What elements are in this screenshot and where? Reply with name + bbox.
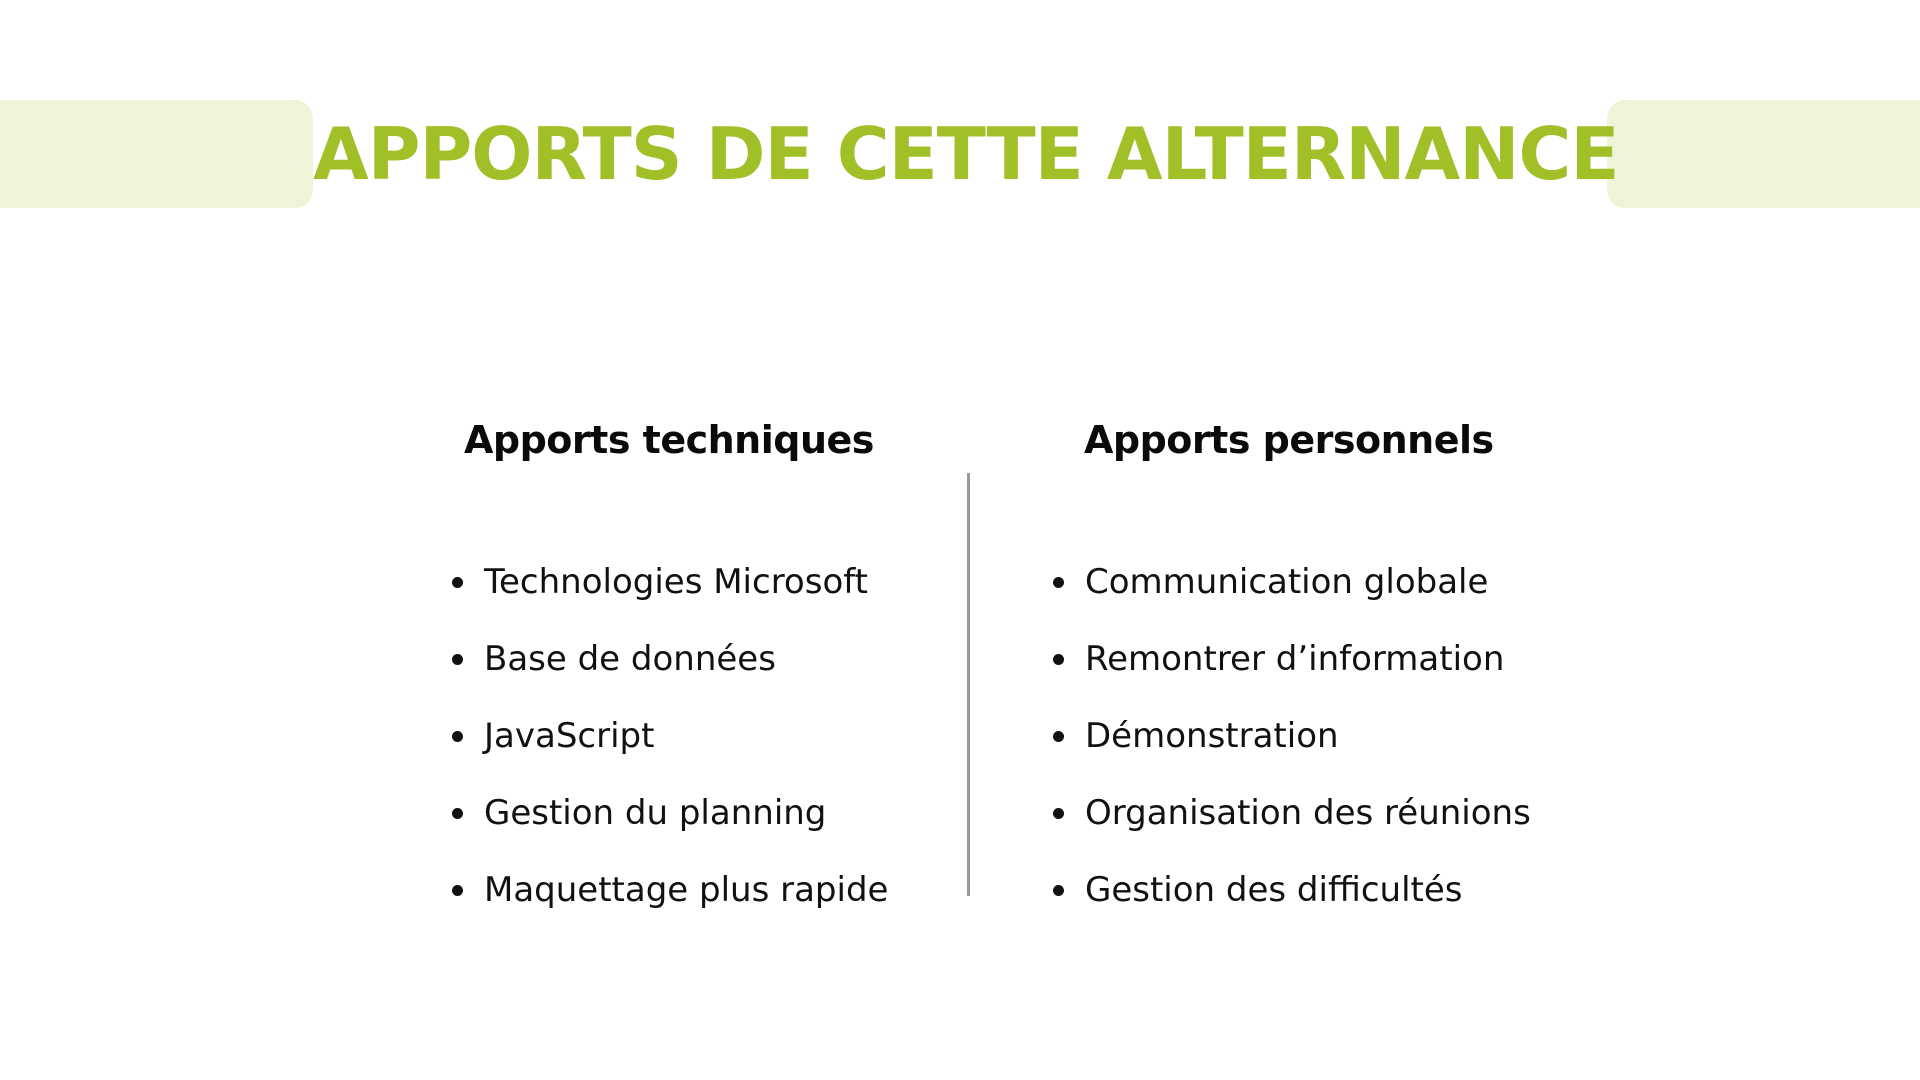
bullet-icon	[1053, 808, 1064, 819]
list-item-label: Communication globale	[1085, 562, 1489, 602]
list-item-label: Base de données	[484, 639, 776, 679]
list-item-label: Technologies Microsoft	[484, 562, 868, 602]
bullet-icon	[1053, 577, 1064, 588]
technical-list: Technologies Microsoft Base de données J…	[448, 550, 888, 935]
slide-title: APPORTS DE CETTE ALTERNANCE	[313, 112, 1620, 196]
column-divider	[967, 473, 970, 896]
list-item-label: Gestion du planning	[484, 793, 827, 833]
list-item-label: Gestion des difficultés	[1085, 870, 1463, 910]
heading-personal: Apports personnels	[1084, 418, 1494, 462]
list-item: Gestion du planning	[448, 781, 888, 858]
list-item-label: Organisation des réunions	[1085, 793, 1531, 833]
bullet-icon	[452, 731, 463, 742]
list-item: Gestion des difficultés	[1049, 858, 1531, 935]
heading-technical: Apports techniques	[464, 418, 874, 462]
list-item: Communication globale	[1049, 550, 1531, 627]
personal-list: Communication globale Remontrer d’inform…	[1049, 550, 1531, 935]
list-item: Base de données	[448, 627, 888, 704]
list-item-label: JavaScript	[484, 716, 655, 756]
bullet-icon	[452, 577, 463, 588]
bullet-icon	[1053, 654, 1064, 665]
title-band-right	[1607, 100, 1920, 208]
bullet-icon	[1053, 885, 1064, 896]
list-item-label: Remontrer d’information	[1085, 639, 1505, 679]
title-band-left	[0, 100, 313, 208]
bullet-icon	[452, 808, 463, 819]
list-item: Remontrer d’information	[1049, 627, 1531, 704]
list-item-label: Démonstration	[1085, 716, 1339, 756]
list-item: Maquettage plus rapide	[448, 858, 888, 935]
bullet-icon	[452, 654, 463, 665]
list-item: Organisation des réunions	[1049, 781, 1531, 858]
list-item: Technologies Microsoft	[448, 550, 888, 627]
bullet-icon	[452, 885, 463, 896]
list-item: Démonstration	[1049, 704, 1531, 781]
list-item: JavaScript	[448, 704, 888, 781]
list-item-label: Maquettage plus rapide	[484, 870, 889, 910]
bullet-icon	[1053, 731, 1064, 742]
